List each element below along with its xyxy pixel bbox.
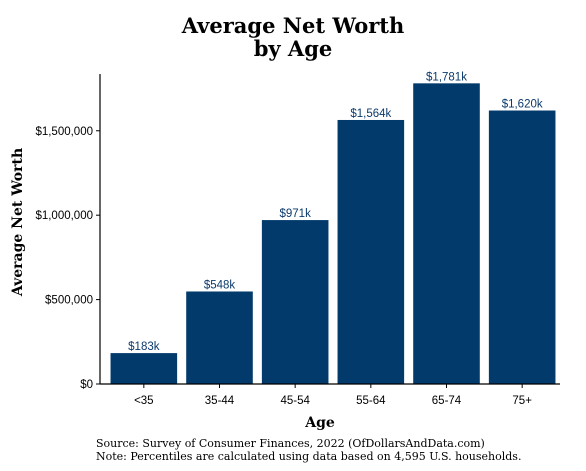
bar-35-44 (186, 291, 253, 384)
x-tick-label: 55-64 (356, 395, 386, 407)
y-tick-label: $1,500,000 (35, 126, 93, 138)
bar-55-64 (337, 119, 405, 384)
y-tick-label: $1,000,000 (35, 210, 93, 222)
source-note: Source: Survey of Consumer Finances, 202… (96, 437, 521, 463)
bar-65-74 (413, 83, 480, 385)
x-tick-label: <35 (134, 395, 154, 407)
note-line: Note: Percentiles are calculated using d… (96, 450, 522, 463)
data-label: $1,564k (350, 108, 391, 120)
y-axis-label: Average Net Worth (10, 147, 26, 297)
data-label: $1,620k (502, 99, 543, 111)
chart-title-line-1: Average Net Worth (181, 13, 405, 38)
data-label: $183k (128, 341, 160, 353)
x-axis-label: Age (305, 415, 335, 431)
x-tick-label: 65-74 (432, 395, 462, 407)
source-line: Source: Survey of Consumer Finances, 202… (96, 437, 485, 450)
y-tick-label: $500,000 (45, 295, 93, 307)
x-tick-label: 45-54 (280, 395, 310, 407)
data-label: $1,781k (426, 71, 467, 83)
chart-title: Average Net Worth by Age (0, 14, 586, 60)
y-tick-label: $0 (80, 379, 93, 391)
x-tick-label: 75+ (512, 395, 532, 407)
bar-75+ (488, 110, 556, 385)
data-label: $971k (279, 208, 311, 220)
y-axis-ticks: $0 $500,000 $1,000,000 $1,500,000 (35, 126, 100, 391)
bar-45-54 (261, 220, 329, 384)
bars-group (110, 83, 556, 385)
x-tick-label: 35-44 (205, 395, 235, 407)
chart-title-line-2: by Age (253, 36, 333, 61)
data-label: $548k (204, 279, 236, 291)
data-labels-group: $183k $548k $971k $1,564k $1,781k $1,620k (128, 71, 543, 353)
bar-<35 (110, 353, 178, 384)
x-axis-ticks: <35 35-44 45-54 55-64 65-74 75+ (134, 384, 532, 407)
